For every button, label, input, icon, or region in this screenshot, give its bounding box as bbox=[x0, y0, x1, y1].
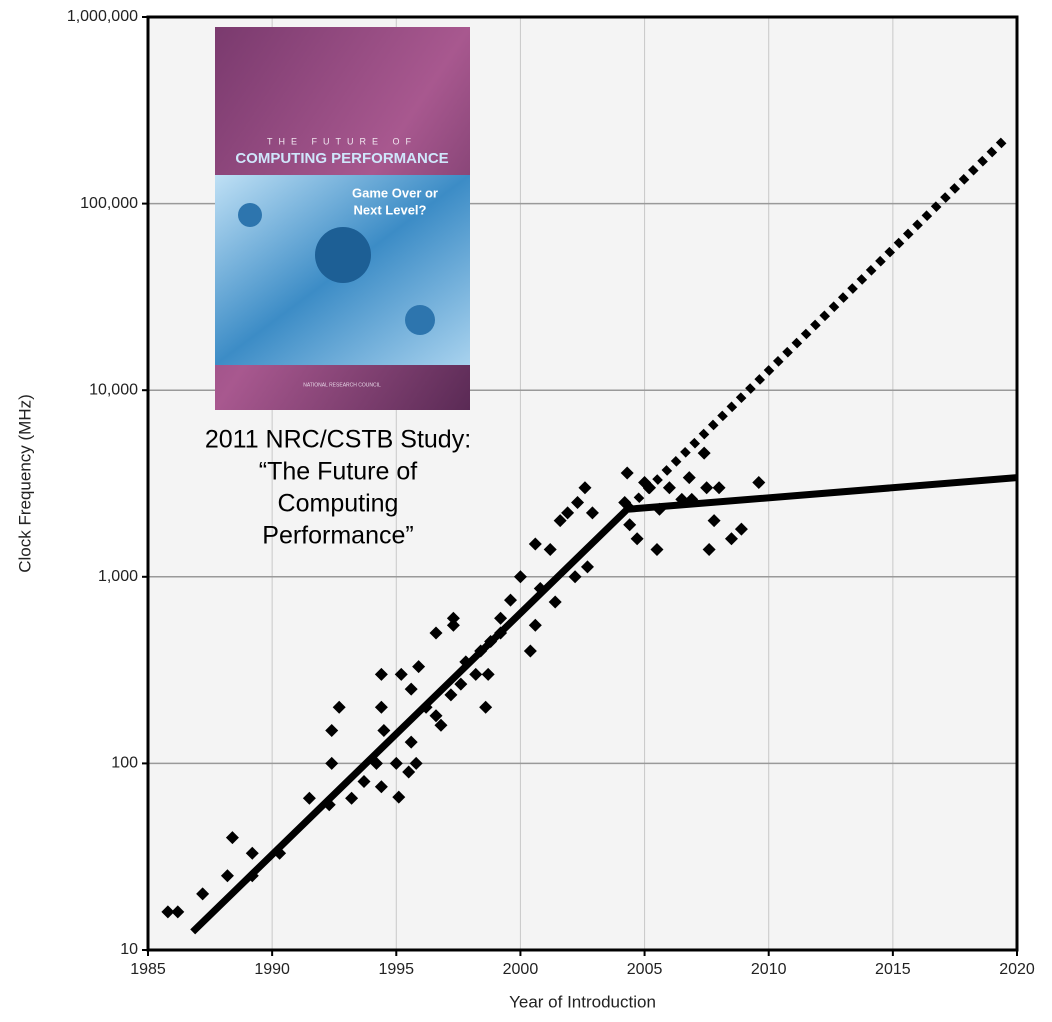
annotation-line: Performance” bbox=[262, 522, 413, 550]
x-tick-label: 1985 bbox=[130, 961, 166, 978]
x-axis-label: Year of Introduction bbox=[509, 992, 656, 1011]
y-tick-label: 1,000,000 bbox=[67, 8, 138, 25]
y-tick-label: 100 bbox=[111, 755, 138, 772]
chart: 1985 1990 1995 2000 2005 2010 2015 2020 10 100 1,0… bbox=[0, 0, 1052, 1017]
cover-sphere bbox=[238, 203, 262, 227]
y-tick-label: 10 bbox=[120, 941, 138, 958]
x-tick-label: 2015 bbox=[875, 961, 911, 978]
annotation-line: Computing bbox=[278, 490, 399, 518]
cover-subtitle: Next Level? bbox=[354, 202, 427, 217]
cover-subtitle: Game Over or bbox=[352, 185, 438, 200]
y-tick-label: 100,000 bbox=[80, 195, 138, 212]
book-cover: THE FUTURE OF COMPUTING PERFORMANCE Game… bbox=[215, 27, 470, 410]
cover-sphere bbox=[405, 305, 435, 335]
x-tick-label: 2005 bbox=[627, 961, 663, 978]
y-tick-label: 1,000 bbox=[98, 568, 138, 585]
y-axis-label: Clock Frequency (MHz) bbox=[15, 394, 34, 573]
cover-kicker: THE FUTURE OF bbox=[267, 136, 417, 146]
annotation-line: 2011 NRC/CSTB Study: bbox=[205, 426, 471, 454]
x-tick-label: 2000 bbox=[503, 961, 539, 978]
x-tick-label: 2010 bbox=[751, 961, 787, 978]
x-tick-label: 1990 bbox=[254, 961, 290, 978]
plot-area: 1985 1990 1995 2000 2005 2010 2015 2020 10 100 1,0… bbox=[15, 8, 1034, 1011]
x-tick-label: 2020 bbox=[999, 961, 1035, 978]
cover-publisher: NATIONAL RESEARCH COUNCIL bbox=[303, 382, 381, 388]
x-tick-label: 1995 bbox=[378, 961, 414, 978]
cover-sphere bbox=[315, 227, 371, 283]
y-tick-label: 10,000 bbox=[89, 381, 138, 398]
annotation-line: “The Future of bbox=[259, 458, 417, 486]
cover-title: COMPUTING PERFORMANCE bbox=[235, 150, 448, 167]
